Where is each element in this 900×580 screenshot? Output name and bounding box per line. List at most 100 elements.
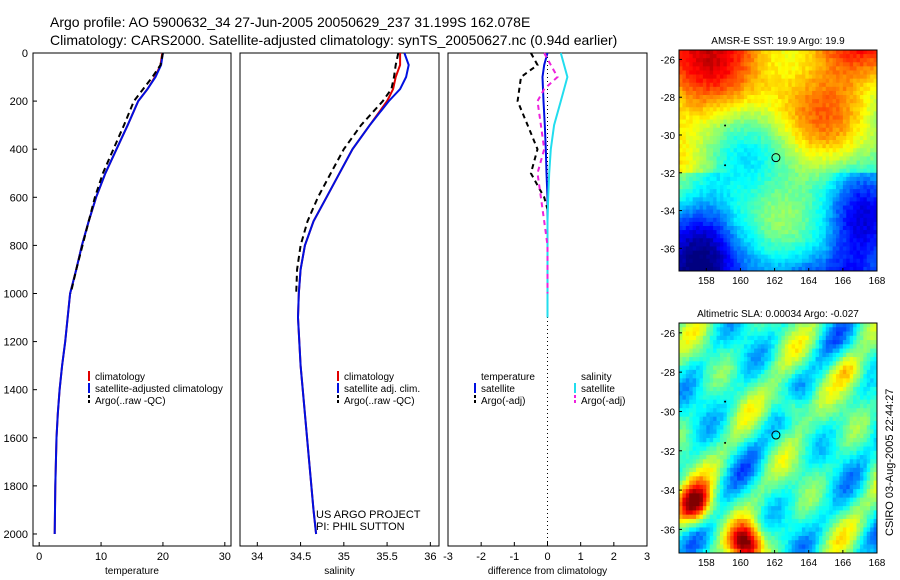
sla-map-cell bbox=[754, 433, 758, 439]
sla-map-cell bbox=[863, 403, 868, 409]
sst-map-cell bbox=[866, 115, 871, 120]
sst-map-cell bbox=[757, 242, 762, 247]
sst-map-cell bbox=[836, 201, 840, 206]
sst-map-cell bbox=[754, 225, 758, 231]
sst-map-cell bbox=[750, 54, 755, 59]
sst-map-cell bbox=[702, 266, 707, 272]
sla-map-cell bbox=[798, 429, 803, 435]
sst-map-cell bbox=[798, 70, 803, 75]
sla-map-cell bbox=[795, 331, 799, 337]
sst-map-cell bbox=[849, 254, 854, 260]
sst-map-cell bbox=[778, 213, 782, 219]
sla-map-cell bbox=[832, 391, 837, 396]
sst-map-cell bbox=[767, 262, 772, 268]
sst-map-cell bbox=[771, 262, 775, 268]
sla-map-cell bbox=[859, 429, 864, 435]
sst-map-cell bbox=[791, 197, 796, 202]
sst-map-cell bbox=[863, 66, 868, 71]
sst-map-cell bbox=[778, 54, 782, 59]
sla-map-cell bbox=[812, 386, 816, 392]
sst-map-cell bbox=[822, 95, 827, 100]
sst-map-cell bbox=[812, 168, 816, 174]
sst-map-cell bbox=[767, 213, 772, 219]
sla-map-cell bbox=[740, 323, 745, 328]
sst-map-cell bbox=[846, 144, 851, 149]
sst-map-cell bbox=[781, 197, 786, 202]
sla-map-cell bbox=[771, 399, 775, 405]
sst-map-cell bbox=[795, 111, 799, 116]
difference-xtick-label: -1 bbox=[509, 551, 519, 563]
sla-map-cell bbox=[747, 323, 752, 328]
sst-map-cell bbox=[767, 246, 772, 251]
sst-map-cell bbox=[706, 238, 711, 243]
sla-map-cell bbox=[791, 369, 796, 375]
sst-map-cell bbox=[723, 185, 728, 190]
sst-map-cell bbox=[743, 246, 748, 251]
sla-map-cell bbox=[798, 412, 803, 418]
sst-map-cell bbox=[836, 90, 840, 96]
sst-map-cell bbox=[689, 172, 694, 178]
sla-map-cell bbox=[754, 331, 758, 337]
sst-map-cell bbox=[856, 107, 861, 112]
sst-map-cell bbox=[788, 119, 793, 125]
sla-map-cell bbox=[812, 412, 816, 418]
sst-map-cell bbox=[842, 176, 847, 182]
sla-map-cell bbox=[713, 433, 717, 439]
sst-map-cell bbox=[788, 54, 793, 59]
sla-map-cell bbox=[747, 352, 752, 358]
sla-map-cell bbox=[870, 369, 874, 375]
sla-map-cell bbox=[836, 361, 840, 366]
sst-map-cell bbox=[747, 152, 752, 157]
sst-map-cell bbox=[733, 242, 738, 247]
sst-map-cell bbox=[743, 140, 748, 145]
sla-map-cell bbox=[781, 438, 786, 443]
sla-map-cell bbox=[795, 429, 799, 435]
sst-map-cell bbox=[795, 213, 799, 219]
sla-map-cell bbox=[757, 331, 762, 337]
sst-map-cell bbox=[849, 230, 854, 235]
sla-map-cell bbox=[805, 369, 810, 375]
sst-map-cell bbox=[709, 115, 714, 120]
sla-map-cell bbox=[713, 331, 717, 337]
sla-map-cell bbox=[778, 357, 782, 362]
sst-map-cell bbox=[873, 180, 878, 186]
sst-map-cell bbox=[719, 82, 724, 88]
sst-map-cell bbox=[815, 209, 820, 215]
sla-map-cell bbox=[866, 369, 871, 375]
sla-map-cell bbox=[706, 331, 711, 337]
sst-map-cell bbox=[737, 78, 741, 84]
sst-map-cell bbox=[767, 193, 772, 198]
sla-map-cell bbox=[839, 408, 844, 413]
sst-map-cell bbox=[764, 50, 769, 55]
sst-map-cell bbox=[682, 225, 687, 231]
sst-map-cell bbox=[873, 62, 878, 67]
sst-map-cell bbox=[842, 160, 847, 165]
sst-map-cell bbox=[730, 119, 735, 125]
sla-map-cell bbox=[815, 416, 820, 422]
sst-map-cell bbox=[774, 238, 779, 243]
sst-map-cell bbox=[723, 148, 728, 153]
sst-map-cell bbox=[846, 180, 851, 186]
sst-map-cell bbox=[760, 148, 765, 153]
sla-map-cell bbox=[689, 335, 694, 341]
sst-map-cell bbox=[692, 152, 697, 157]
sst-map-cell bbox=[719, 148, 724, 153]
sst-map-cell bbox=[723, 189, 728, 194]
temperature-axes-frame bbox=[32, 52, 232, 547]
sla-map-cell bbox=[846, 378, 851, 384]
sst-map-cell bbox=[849, 144, 854, 149]
sst-map-cell bbox=[808, 82, 813, 88]
sla-map-cell bbox=[825, 399, 830, 405]
sla-map-cell bbox=[774, 374, 779, 379]
sst-map-cell bbox=[839, 70, 844, 75]
sst-map-cell bbox=[866, 254, 871, 260]
sst-map-cell bbox=[682, 111, 687, 116]
sst-map-cell bbox=[679, 197, 683, 202]
sst-map-cell bbox=[784, 213, 789, 219]
sst-map-cell bbox=[795, 238, 799, 243]
sst-map-cell bbox=[818, 201, 823, 206]
sst-map-cell bbox=[805, 107, 810, 112]
sst-map-cell bbox=[795, 152, 799, 157]
sla-map-cell bbox=[754, 446, 758, 452]
sla-map-cell bbox=[863, 386, 868, 392]
